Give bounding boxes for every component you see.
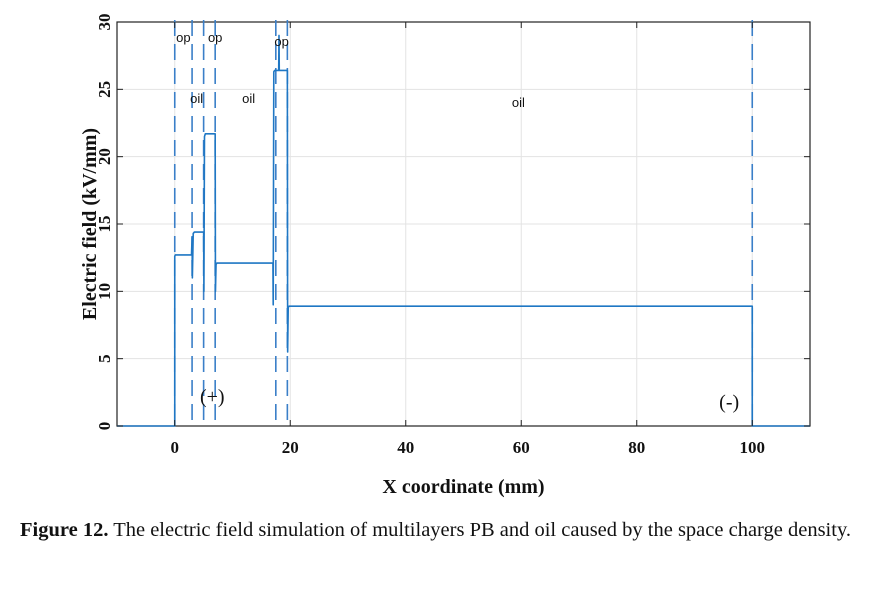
- region-label: oil: [190, 91, 203, 106]
- x-tick-label: 40: [397, 438, 414, 457]
- region-boundary-lines: [173, 20, 754, 426]
- region-labels: op op op oil oil oil: [176, 30, 525, 110]
- y-tick-label: 5: [95, 354, 114, 363]
- polarity-annotation: (+): [200, 386, 225, 408]
- electric-field-chart: 0 20 40 60 80 100 0 5 10 15 20 25 30 op op op oil oil oil…: [79, 14, 811, 498]
- figure-caption-text: The electric field simulation of multila…: [108, 519, 851, 541]
- y-tick-label: 25: [95, 81, 114, 98]
- annotations: (+) (-): [200, 386, 739, 413]
- polarity-annotation: (-): [719, 391, 739, 413]
- x-axis-label: X coordinate (mm): [382, 476, 544, 498]
- region-label: op: [208, 30, 222, 45]
- y-axis-label: Electric field (kV/mm): [79, 128, 101, 320]
- y-tick-label: 10: [95, 283, 114, 300]
- x-tick-label: 0: [171, 438, 180, 457]
- axis-ticks: 0 20 40 60 80 100 0 5 10 15 20 25 30: [95, 14, 810, 457]
- region-label: op: [176, 30, 190, 45]
- y-tick-label: 15: [95, 216, 114, 233]
- x-tick-label: 80: [628, 438, 645, 457]
- grid-lines: [117, 21, 810, 427]
- region-label: oil: [242, 91, 255, 106]
- x-tick-label: 100: [740, 438, 766, 457]
- figure-caption: Figure 12. The electric field simulation…: [20, 516, 865, 545]
- region-label: op: [274, 34, 288, 49]
- x-tick-label: 60: [513, 438, 530, 457]
- y-tick-label: 0: [95, 422, 114, 431]
- figure-caption-label: Figure 12.: [20, 519, 109, 541]
- y-tick-label: 30: [95, 14, 114, 31]
- electric-field-series-line: [117, 34, 810, 427]
- series-group: [117, 34, 810, 427]
- y-tick-label: 20: [95, 148, 114, 165]
- x-tick-label: 20: [282, 438, 299, 457]
- region-label: oil: [512, 95, 525, 110]
